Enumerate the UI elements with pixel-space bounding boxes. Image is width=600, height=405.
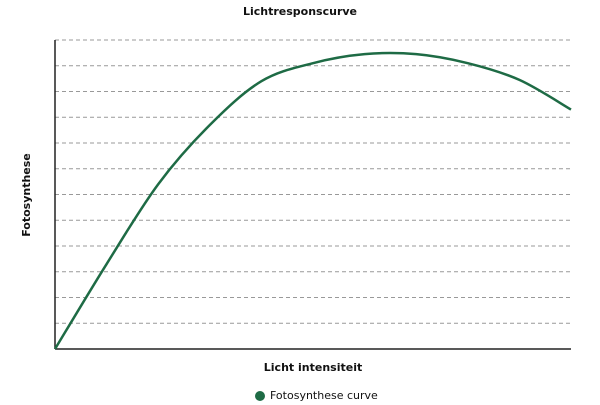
chart-title: Lichtresponscurve: [243, 5, 357, 18]
line-series: [53, 51, 572, 350]
legend-label: Fotosynthese curve: [270, 389, 378, 402]
y-axis-label: Fotosynthese: [20, 153, 33, 237]
legend-marker: [255, 391, 265, 401]
x-axis-label: Licht intensiteit: [264, 361, 362, 374]
